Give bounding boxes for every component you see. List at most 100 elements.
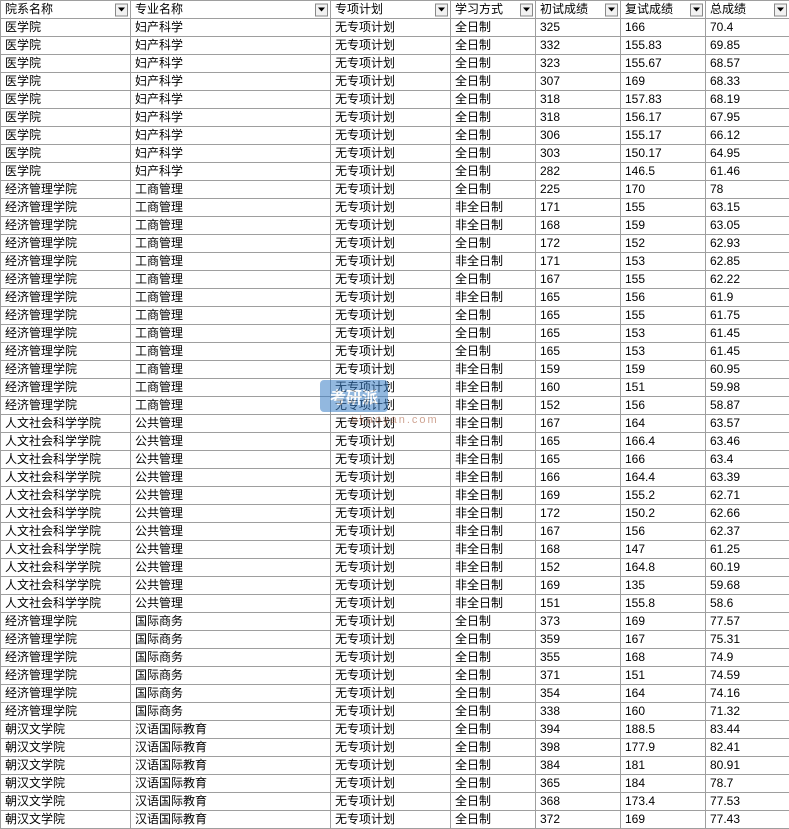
table-cell: 371 (536, 667, 621, 685)
column-header[interactable]: 总成绩 (706, 1, 789, 19)
column-header[interactable]: 初试成绩 (536, 1, 621, 19)
filter-dropdown-icon[interactable] (774, 3, 787, 16)
table-cell: 人文社会科学学院 (1, 451, 131, 469)
table-row: 朝汉文学院汉语国际教育无专项计划全日制36518478.7 (1, 775, 789, 793)
table-cell: 全日制 (451, 613, 536, 631)
table-cell: 人文社会科学学院 (1, 415, 131, 433)
table-row: 经济管理学院工商管理无专项计划全日制16515361.45 (1, 343, 789, 361)
table-cell: 60.95 (706, 361, 789, 379)
table-cell: 155.83 (621, 37, 706, 55)
table-cell: 170 (621, 181, 706, 199)
table-cell: 58.87 (706, 397, 789, 415)
table-cell: 306 (536, 127, 621, 145)
table-cell: 非全日制 (451, 199, 536, 217)
table-cell: 经济管理学院 (1, 217, 131, 235)
table-cell: 工商管理 (131, 379, 331, 397)
column-header[interactable]: 复试成绩 (621, 1, 706, 19)
table-cell: 非全日制 (451, 379, 536, 397)
table-row: 经济管理学院工商管理无专项计划全日制16715562.22 (1, 271, 789, 289)
table-cell: 朝汉文学院 (1, 793, 131, 811)
table-cell: 工商管理 (131, 307, 331, 325)
table-cell: 非全日制 (451, 397, 536, 415)
table-cell: 工商管理 (131, 181, 331, 199)
table-cell: 人文社会科学学院 (1, 433, 131, 451)
table-cell: 工商管理 (131, 235, 331, 253)
table-cell: 167 (536, 415, 621, 433)
table-row: 人文社会科学学院公共管理无专项计划非全日制151155.858.6 (1, 595, 789, 613)
table-cell: 62.22 (706, 271, 789, 289)
table-cell: 66.12 (706, 127, 789, 145)
filter-dropdown-icon[interactable] (315, 3, 328, 16)
table-cell: 61.45 (706, 343, 789, 361)
table-row: 经济管理学院工商管理无专项计划全日制17215262.93 (1, 235, 789, 253)
table-row: 朝汉文学院汉语国际教育无专项计划全日制398177.982.41 (1, 739, 789, 757)
table-cell: 人文社会科学学院 (1, 505, 131, 523)
filter-dropdown-icon[interactable] (520, 3, 533, 16)
table-cell: 181 (621, 757, 706, 775)
table-cell: 无专项计划 (331, 649, 451, 667)
table-cell: 非全日制 (451, 253, 536, 271)
table-cell: 国际商务 (131, 631, 331, 649)
table-cell: 75.31 (706, 631, 789, 649)
table-row: 医学院妇产科学无专项计划全日制303150.1764.95 (1, 145, 789, 163)
table-cell: 汉语国际教育 (131, 811, 331, 829)
table-cell: 非全日制 (451, 361, 536, 379)
column-header[interactable]: 院系名称 (1, 1, 131, 19)
table-cell: 全日制 (451, 55, 536, 73)
table-cell: 经济管理学院 (1, 649, 131, 667)
table-cell: 165 (536, 433, 621, 451)
table-cell: 妇产科学 (131, 91, 331, 109)
table-cell: 无专项计划 (331, 289, 451, 307)
table-cell: 医学院 (1, 55, 131, 73)
table-cell: 63.05 (706, 217, 789, 235)
table-cell: 无专项计划 (331, 181, 451, 199)
table-cell: 155 (621, 271, 706, 289)
table-cell: 全日制 (451, 631, 536, 649)
table-cell: 汉语国际教育 (131, 775, 331, 793)
table-cell: 164.4 (621, 469, 706, 487)
filter-dropdown-icon[interactable] (690, 3, 703, 16)
table-cell: 全日制 (451, 19, 536, 37)
table-cell: 无专项计划 (331, 451, 451, 469)
table-cell: 167 (536, 523, 621, 541)
table-cell: 368 (536, 793, 621, 811)
table-cell: 工商管理 (131, 325, 331, 343)
table-cell: 68.33 (706, 73, 789, 91)
table-cell: 359 (536, 631, 621, 649)
table-cell: 公共管理 (131, 451, 331, 469)
table-cell: 无专项计划 (331, 397, 451, 415)
table-row: 经济管理学院工商管理无专项计划非全日制15215658.87 (1, 397, 789, 415)
table-row: 经济管理学院国际商务无专项计划全日制35516874.9 (1, 649, 789, 667)
table-cell: 160 (536, 379, 621, 397)
column-header[interactable]: 专项计划 (331, 1, 451, 19)
table-cell: 171 (536, 199, 621, 217)
table-cell: 151 (536, 595, 621, 613)
filter-dropdown-icon[interactable] (435, 3, 448, 16)
table-cell: 无专项计划 (331, 325, 451, 343)
table-cell: 无专项计划 (331, 793, 451, 811)
table-cell: 398 (536, 739, 621, 757)
table-cell: 无专项计划 (331, 541, 451, 559)
table-cell: 372 (536, 811, 621, 829)
table-cell: 全日制 (451, 73, 536, 91)
table-cell: 非全日制 (451, 217, 536, 235)
table-cell: 无专项计划 (331, 559, 451, 577)
table-cell: 59.68 (706, 577, 789, 595)
table-cell: 经济管理学院 (1, 307, 131, 325)
table-cell: 非全日制 (451, 415, 536, 433)
table-cell: 166 (621, 19, 706, 37)
column-header[interactable]: 学习方式 (451, 1, 536, 19)
table-cell: 78.7 (706, 775, 789, 793)
table-cell: 无专项计划 (331, 361, 451, 379)
column-header[interactable]: 专业名称 (131, 1, 331, 19)
table-row: 人文社会科学学院公共管理无专项计划非全日制16716463.57 (1, 415, 789, 433)
table-cell: 妇产科学 (131, 19, 331, 37)
filter-dropdown-icon[interactable] (605, 3, 618, 16)
table-row: 经济管理学院国际商务无专项计划全日制37316977.57 (1, 613, 789, 631)
table-cell: 166 (621, 451, 706, 469)
table-cell: 国际商务 (131, 685, 331, 703)
table-row: 人文社会科学学院公共管理无专项计划非全日制172150.262.66 (1, 505, 789, 523)
filter-dropdown-icon[interactable] (115, 3, 128, 16)
table-cell: 171 (536, 253, 621, 271)
table-cell: 323 (536, 55, 621, 73)
